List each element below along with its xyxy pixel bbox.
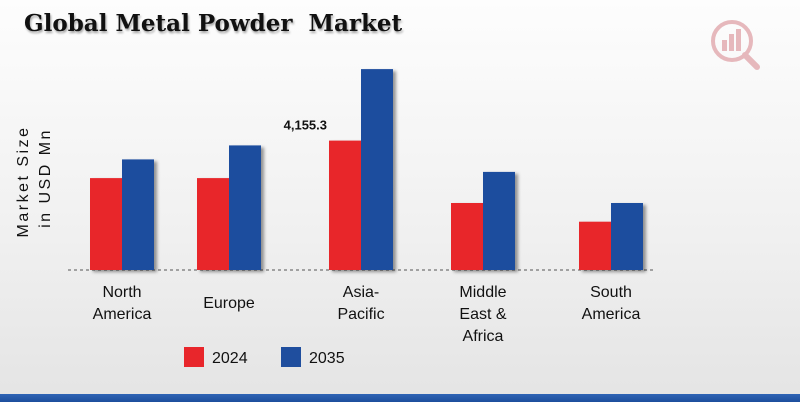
bar-north-america-2035	[122, 159, 154, 270]
bar-europe-2035	[229, 145, 261, 270]
data-labels: 4,155.3	[284, 118, 327, 133]
bar-middle-east-africa-2024	[451, 203, 483, 270]
bar-asia-pacific-2035	[361, 69, 393, 270]
x-tick-label-europe: Europe	[203, 295, 255, 312]
x-tick-labels: North America Europe Asia-Pacific Middle East…	[93, 284, 641, 345]
bars-layer	[90, 69, 643, 270]
bar-europe-2024	[197, 178, 229, 270]
legend-swatch-2024	[184, 347, 204, 367]
x-tick-label-asia-pacific: Asia-Pacific	[337, 284, 384, 323]
legend-label-2024: 2024	[212, 350, 248, 367]
y-axis-label: Market Size in USD Mn	[15, 119, 54, 238]
bar-middle-east-africa-2035	[483, 171, 515, 270]
bar-south-america-2024	[579, 221, 611, 270]
x-tick-label-south-america: South America	[582, 284, 641, 323]
data-label-asia-pacific-2024: 4,155.3	[284, 118, 327, 133]
brand-logo-icon	[711, 20, 760, 70]
bar-asia-pacific-2024	[329, 140, 361, 270]
bar-south-america-2035	[611, 203, 643, 270]
legend-label-2035: 2035	[309, 350, 345, 367]
bar-north-america-2024	[90, 178, 122, 270]
x-tick-label-north-america: North America	[93, 284, 152, 323]
legend-swatch-2035	[281, 347, 301, 367]
chart-title: Global Metal Powder Market	[24, 10, 403, 37]
legend: 2024 2035	[184, 347, 345, 367]
footer-accent-bar	[0, 394, 800, 402]
x-tick-label-middle-east-africa: Middle East & Africa	[459, 284, 506, 345]
